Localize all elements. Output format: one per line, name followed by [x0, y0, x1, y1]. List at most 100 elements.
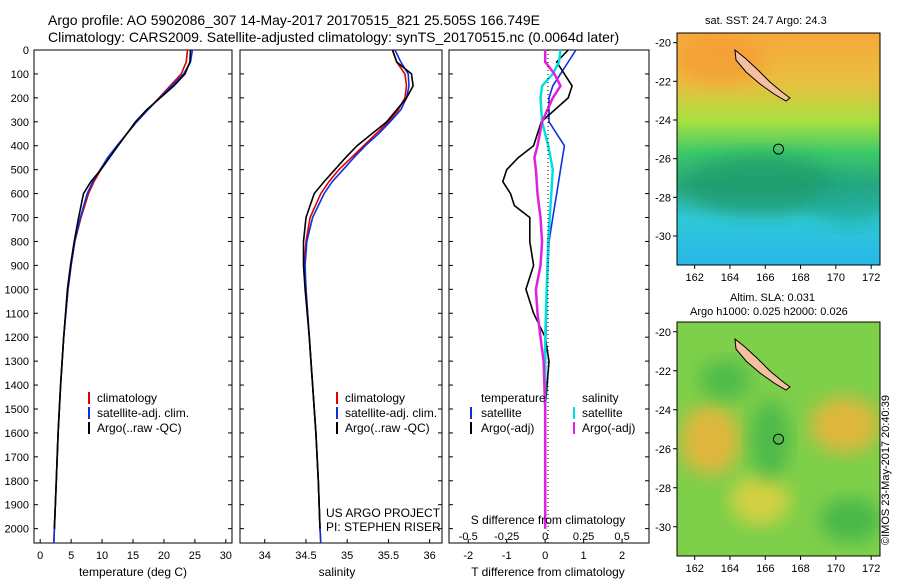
project-line-1: US ARGO PROJECT — [326, 506, 441, 520]
x-tick-label: -2 — [463, 550, 473, 562]
legend-temperature-heading: temperature — [481, 391, 546, 405]
series-line-argo-raw-qc- — [302, 49, 414, 529]
depth-tick-label: 300 — [11, 117, 29, 129]
lat-tick-label: -26 — [655, 444, 671, 456]
x-tick-label: 34 — [259, 550, 271, 562]
legend-climatology-label: climatology — [97, 391, 157, 405]
new-caledonia-island — [734, 337, 791, 391]
depth-tick-label: 1300 — [5, 356, 29, 368]
salinity-axis-label: salinity — [319, 565, 356, 579]
legend-satellite-label: satellite-adj. clim. — [97, 406, 189, 420]
depth-tick-label: 200 — [11, 93, 29, 105]
lat-tick-label: -26 — [655, 154, 671, 166]
float-position-marker — [772, 143, 784, 155]
legend-argo-label: Argo(..raw -QC) — [97, 421, 182, 435]
sla-map-title: Altim. SLA: 0.031 — [730, 292, 815, 304]
map-axes: -20 -22 -24 -26 -28 -30 162 164 166 168 170 172 -20 -… — [655, 38, 880, 575]
lon-tick-label: 172 — [862, 272, 880, 284]
legend-satellite-label: satellite-adj. clim. — [345, 406, 437, 420]
lat-tick-label: -22 — [655, 366, 671, 378]
sla-map — [677, 322, 880, 556]
x-tick-label: 20 — [158, 550, 170, 562]
secondary-x-tick-label: 0.25 — [573, 531, 594, 543]
depth-tick-label: 1500 — [5, 404, 29, 416]
secondary-x-tick-label: -0.5 — [459, 531, 478, 543]
lon-tick-label: 162 — [685, 272, 703, 284]
difference-legend: temperature satellite Argo(-adj) salinit… — [470, 391, 635, 435]
depth-tick-label: 1400 — [5, 380, 29, 392]
x-tick-label: 2 — [619, 550, 625, 562]
lat-tick-label: -28 — [655, 483, 671, 495]
lon-tick-label: 164 — [721, 272, 739, 284]
x-tick-label: 10 — [96, 550, 108, 562]
lat-tick-label: -30 — [655, 522, 671, 534]
lat-tick-label: -20 — [655, 327, 671, 339]
depth-tick-label: 500 — [11, 165, 29, 177]
sst-map-title: sat. SST: 24.7 Argo: 24.3 — [705, 15, 827, 27]
secondary-x-tick-label: -0.25 — [494, 531, 519, 543]
depth-tick-label: 400 — [11, 141, 29, 153]
lon-tick-label: 172 — [862, 563, 880, 575]
salinity-legend: climatology satellite-adj. clim. Argo(..… — [336, 391, 437, 435]
s-diff-axis-label: S difference from climatology — [471, 513, 626, 527]
legend-t-satellite-label: satellite — [481, 406, 522, 420]
sst-map-frame — [676, 32, 881, 266]
legend-salinity-heading: salinity — [582, 391, 619, 405]
x-tick-label: 0 — [37, 550, 43, 562]
lon-tick-label: 166 — [756, 272, 774, 284]
depth-tick-label: 1800 — [5, 476, 29, 488]
x-tick-label: 30 — [220, 550, 232, 562]
difference-plot-frame — [448, 49, 650, 544]
float-position-marker — [772, 433, 784, 445]
secondary-x-tick-label: 0.5 — [614, 531, 629, 543]
lon-tick-label: 170 — [827, 272, 845, 284]
series-line-argo-raw-qc- — [53, 49, 192, 529]
lon-tick-label: 162 — [685, 563, 703, 575]
lon-tick-label: 168 — [791, 563, 809, 575]
lon-tick-label: 170 — [827, 563, 845, 575]
legend-argo-label: Argo(..raw -QC) — [345, 421, 430, 435]
temperature-axis-label: temperature (deg C) — [79, 565, 187, 579]
depth-tick-label: 1000 — [5, 284, 29, 296]
secondary-x-tick-label: 0 — [542, 531, 548, 543]
lon-tick-label: 166 — [756, 563, 774, 575]
depth-tick-label: 100 — [11, 69, 29, 81]
argo-height-title: Argo h1000: 0.025 h2000: 0.026 — [690, 306, 848, 318]
t-diff-axis-label: T difference from climatology — [471, 565, 625, 579]
depth-tick-label: 700 — [11, 213, 29, 225]
legend-s-satellite-label: satellite — [582, 406, 623, 420]
sst-map — [677, 33, 880, 265]
new-caledonia-island — [734, 48, 791, 102]
series-line-argo-adj- — [501, 49, 573, 529]
depth-tick-label: 1900 — [5, 500, 29, 512]
legend-climatology-label: climatology — [345, 391, 405, 405]
depth-tick-label: 1600 — [5, 428, 29, 440]
lat-tick-label: -20 — [655, 38, 671, 50]
x-tick-label: 5 — [68, 550, 74, 562]
depth-tick-label: 1200 — [5, 332, 29, 344]
series-line-satellite — [539, 49, 562, 529]
depth-tick-label: 1100 — [5, 308, 29, 320]
x-tick-label: 35 — [341, 550, 353, 562]
depth-axis: 0 100 200 300 400 500 600 700 800 900 1000 1100 1200… — [5, 45, 649, 536]
lat-tick-label: -22 — [655, 76, 671, 88]
series-line-argo-adj- — [533, 50, 562, 529]
depth-tick-label: 0 — [23, 45, 29, 57]
x-tick-label: 15 — [127, 550, 139, 562]
sla-map-frame — [676, 321, 881, 557]
x-tick-label: 35.5 — [378, 550, 399, 562]
legend-t-argo-label: Argo(-adj) — [481, 421, 534, 435]
lat-tick-label: -30 — [655, 231, 671, 243]
lat-tick-label: -24 — [655, 115, 671, 127]
depth-tick-label: 600 — [11, 189, 29, 201]
depth-tick-label: 2000 — [5, 524, 29, 536]
climatology-header: Climatology: CARS2009. Satellite-adjuste… — [48, 29, 620, 45]
lon-tick-label: 168 — [791, 272, 809, 284]
profile-header: Argo profile: AO 5902086_307 14-May-2017… — [48, 12, 540, 28]
depth-tick-label: 900 — [11, 260, 29, 272]
x-tick-label: 36 — [424, 550, 436, 562]
lat-tick-label: -28 — [655, 192, 671, 204]
copyright-stamp: ©IMOS 23-May-2017 20:40:39 — [880, 395, 892, 545]
lat-tick-label: -24 — [655, 405, 671, 417]
